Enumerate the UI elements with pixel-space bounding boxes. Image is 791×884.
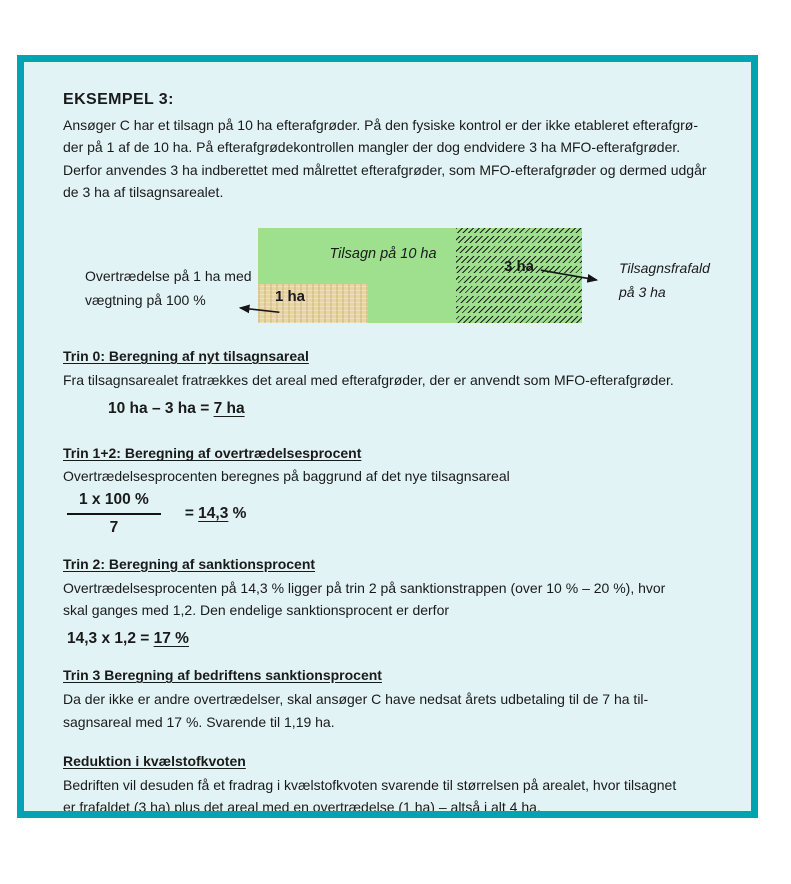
text-line: Overtrædelsesprocenten beregnes på baggr… [63, 468, 510, 485]
formula-result: 7 ha [213, 400, 245, 418]
text-line: er frafaldet (3 ha) plus det areal med e… [63, 799, 541, 816]
trin0-formula: 10 ha – 3 ha = 7 ha [108, 399, 721, 419]
trin0-body: Fra tilsagnsarealet fratrækkes det areal… [63, 369, 721, 391]
overtraedelse-caption: Overtrædelse på 1 ha med vægtning på 100… [85, 264, 252, 312]
intro-paragraph: Ansøger C har et tilsagn på 10 ha eftera… [63, 114, 721, 203]
trin2-heading: Trin 2: Beregning af sanktionsprocent [63, 555, 316, 572]
formula-result: 17 % [153, 630, 189, 648]
text-line: Fra tilsagnsarealet fratrækkes det areal… [63, 372, 674, 389]
text-line: de 3 ha af tilsagnsarealet. [63, 183, 224, 200]
example-title: EKSEMPEL 3: [63, 91, 174, 108]
area-diagram: Tilsagn på 10 ha 3 ha 1 ha Overtrædelse … [63, 222, 721, 334]
text-line: sagnsareal med 17 %. Svarende til 1,19 h… [63, 713, 335, 730]
formula-lhs: 10 ha – 3 ha = [108, 400, 214, 418]
overtraedelse-area-rect [258, 284, 368, 324]
text-line: på 3 ha [619, 284, 666, 301]
result-value: 14,3 [198, 504, 229, 522]
trin3-body: Da der ikke er andre overtrædelser, skal… [63, 688, 721, 733]
text-line: Da der ikke er andre overtrædelser, skal… [63, 691, 649, 708]
trin2-body: Overtrædelsesprocenten på 14,3 % ligger … [63, 577, 721, 622]
text-line: der på 1 af de 10 ha. På efterafgrødekon… [63, 139, 681, 156]
trin12-body: Overtrædelsesprocenten beregnes på baggr… [63, 465, 721, 487]
fraction-numerator: 1 x 100 % [67, 490, 161, 515]
text-line: Derfor anvendes 3 ha indberettet med mål… [63, 161, 707, 178]
trin0-heading: Trin 0: Beregning af nyt tilsagnsareal [63, 348, 309, 365]
text-line: skal ganges med 1,2. Den endelige sankti… [63, 602, 450, 619]
formula-lhs: 14,3 x 1,2 = [67, 630, 154, 648]
overtraedelse-area-label: 1 ha [274, 288, 305, 306]
trin12-fraction: 1 x 100 % 7 = 14,3 % [67, 490, 721, 538]
trin2-formula: 14,3 x 1,2 = 17 % [67, 629, 721, 649]
text-line: Tilsagnsfrafald [619, 260, 710, 277]
text-line: Ansøger C har et tilsagn på 10 ha eftera… [63, 117, 698, 133]
tilsagn-area-label: Tilsagn på 10 ha [329, 246, 437, 263]
fraction-denominator: 7 [109, 518, 119, 536]
text-line: Bedriften vil desuden få et fradrag i kv… [63, 776, 677, 793]
result-suffix: % [228, 504, 247, 522]
text-line: vægtning på 100 % [85, 292, 206, 309]
text-line: Overtrædelsesprocenten på 14,3 % ligger … [63, 579, 666, 596]
tilsagnsfrafald-caption: Tilsagnsfrafald på 3 ha [619, 256, 710, 304]
equals-sign: = [184, 504, 199, 522]
text-line: Overtrædelse på 1 ha med [85, 268, 252, 285]
reduktion-heading: Reduktion i kvælstofkvoten [63, 752, 246, 769]
tilsagnsfrafald-hatched-area [456, 228, 582, 324]
fraction-block: 1 x 100 % 7 [67, 490, 161, 538]
trin3-heading: Trin 3 Beregning af bedriftens sanktions… [63, 667, 382, 684]
trin12-heading: Trin 1+2: Beregning af overtrædelsesproc… [63, 445, 362, 462]
reduktion-body: Bedriften vil desuden få et fradrag i kv… [63, 774, 721, 816]
hatched-area-label: 3 ha [503, 258, 534, 276]
example-panel: EKSEMPEL 3: Ansøger C har et tilsagn på … [17, 55, 758, 818]
fraction-result: = 14,3 % [185, 505, 247, 523]
